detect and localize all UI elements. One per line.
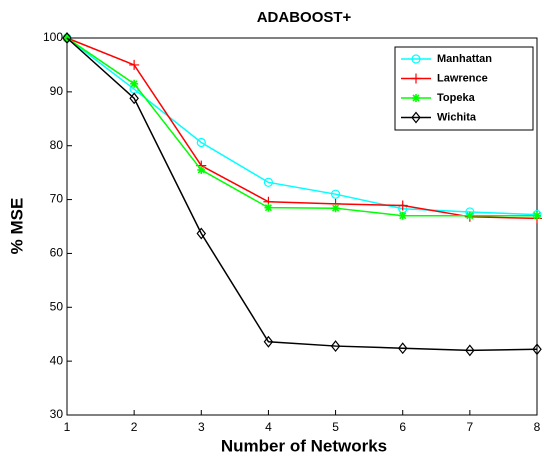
y-tick-label: 80 xyxy=(50,138,64,152)
x-tick-label: 1 xyxy=(64,420,71,434)
legend-marker xyxy=(411,54,421,64)
marker xyxy=(129,92,139,105)
marker xyxy=(263,177,274,187)
series-line xyxy=(66,37,538,352)
y-tick-label: 70 xyxy=(50,192,64,206)
marker xyxy=(130,79,139,88)
marker xyxy=(397,200,408,211)
y-tick-label: 40 xyxy=(50,353,64,367)
marker xyxy=(465,344,475,357)
series-line xyxy=(66,37,538,220)
marker xyxy=(196,137,206,148)
legend-marker xyxy=(411,73,421,84)
marker xyxy=(330,340,341,353)
marker xyxy=(533,211,541,220)
series-line xyxy=(66,37,537,217)
marker xyxy=(397,342,408,355)
marker xyxy=(62,32,72,44)
marker xyxy=(331,204,340,213)
y-tick-label: 30 xyxy=(50,407,64,421)
legend-label: Wichita xyxy=(437,111,477,123)
x-axis-label: Number of Networks xyxy=(221,436,387,455)
legend-label: Lawrence xyxy=(437,72,488,84)
marker xyxy=(330,189,341,199)
y-axis-label: % MSE xyxy=(7,198,26,255)
marker xyxy=(532,343,542,356)
legend-box xyxy=(394,46,534,131)
marker xyxy=(197,165,206,174)
x-tick-label: 2 xyxy=(131,420,138,434)
x-tick-label: 5 xyxy=(332,420,339,434)
chart-title: ADABOOST+ xyxy=(257,9,352,26)
legend-marker xyxy=(412,94,420,102)
x-tick-label: 8 xyxy=(534,420,541,434)
plot-frame xyxy=(66,37,538,416)
x-tick-label: 3 xyxy=(198,420,205,434)
y-tick-label: 100 xyxy=(43,30,63,44)
marker xyxy=(196,227,207,240)
y-tick-label: 50 xyxy=(50,299,64,313)
marker xyxy=(263,335,274,348)
marker xyxy=(129,59,140,70)
x-tick-label: 4 xyxy=(265,420,272,434)
x-tick-label: 7 xyxy=(467,420,474,434)
legend-marker xyxy=(411,111,421,124)
y-tick-label: 90 xyxy=(50,84,64,98)
legend-label: Topeka xyxy=(437,92,476,104)
legend-label: Manhattan xyxy=(437,53,492,65)
x-tick-label: 6 xyxy=(399,420,406,434)
marker xyxy=(465,211,474,220)
legend: Manhattan Lawrence Topeka Wichita xyxy=(394,46,534,131)
marker xyxy=(264,203,273,212)
y-tick-label: 60 xyxy=(50,246,64,260)
marker xyxy=(398,211,407,220)
